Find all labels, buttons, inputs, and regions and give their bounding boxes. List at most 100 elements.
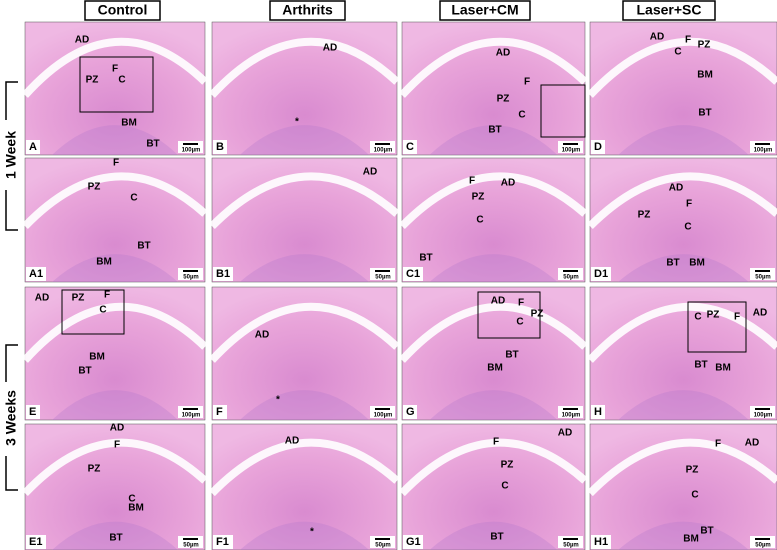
cartilage-band [399, 37, 588, 98]
inset-box [687, 301, 747, 353]
header-box [269, 0, 346, 21]
region-label: PZ [88, 182, 101, 193]
bone-area [618, 390, 749, 420]
bone-area [429, 125, 558, 155]
panel: AD F PZ C BM BT A 100µm [22, 21, 208, 156]
bone-area [239, 521, 370, 550]
region-label: C [684, 222, 691, 233]
cartilage-band [22, 37, 208, 98]
scale-label: 100µm [562, 148, 581, 154]
bone-area [52, 521, 178, 550]
region-label: C [128, 494, 135, 505]
panel: AD * F1 50µm [209, 423, 400, 550]
region-label: C [516, 317, 523, 328]
letter-box [213, 140, 227, 154]
region-label: F [113, 158, 119, 169]
region-label: BT [490, 532, 503, 543]
column-header: Control [98, 2, 148, 18]
scale-label: 50µm [375, 275, 390, 281]
letter-box [403, 267, 423, 281]
panel: AD * B 100µm [209, 21, 400, 156]
region-label: F [114, 440, 120, 451]
cartilage-band [399, 172, 588, 230]
scale-label: 100µm [182, 413, 201, 419]
scale-label: 100µm [754, 413, 773, 419]
region-label: BT [419, 253, 432, 264]
letter-box [403, 140, 417, 154]
panel-letter: C [406, 141, 414, 153]
region-label: C [118, 75, 125, 86]
region-label: BT [137, 241, 150, 252]
bone-area [429, 521, 558, 550]
region-label: BM [683, 534, 699, 545]
bone-area [52, 125, 178, 155]
panel-letter: F1 [216, 536, 229, 548]
header-box [84, 0, 161, 21]
panel-letter: A [29, 141, 37, 153]
region-label: * [276, 395, 280, 406]
cartilage-band [399, 438, 588, 497]
panel-letter: D1 [594, 268, 608, 280]
scale-label: 50µm [563, 543, 578, 549]
panel-letter: G [406, 406, 415, 418]
region-label: BM [715, 363, 731, 374]
letter-box [591, 405, 605, 419]
region-label: AD [669, 183, 683, 194]
region-label: C [691, 490, 698, 501]
panel-letter: B1 [216, 268, 230, 280]
region-label: C [476, 215, 483, 226]
region-label: BM [96, 257, 112, 268]
region-label: BM [89, 352, 105, 363]
region-label: PZ [472, 192, 485, 203]
cartilage-band [22, 438, 208, 497]
letter-box [213, 535, 233, 549]
cartilage-band [399, 302, 588, 363]
letter-box [591, 535, 611, 549]
region-label: * [310, 527, 314, 538]
region-label: PZ [72, 293, 85, 304]
column-header: Laser+CM [451, 2, 518, 18]
letter-box [26, 405, 40, 419]
panel: AD PZ FC BM BT E 100µm [22, 286, 208, 421]
row-label: 3 Weeks [3, 390, 19, 446]
region-label: F [524, 77, 530, 88]
panel-letter: A1 [29, 268, 43, 280]
region-label: C [130, 193, 137, 204]
bone-area [429, 254, 558, 282]
panel: C PZ F AD BT BM H 100µm [587, 286, 777, 421]
panel: AD PZ F C BT BM D1 50µm [587, 157, 777, 283]
region-label: C [99, 305, 106, 316]
panel: AD CF PZ BM BT D 100µm [587, 21, 777, 156]
region-label: BT [698, 108, 711, 119]
letter-box [403, 405, 417, 419]
letter-box [403, 535, 423, 549]
cartilage-band [209, 37, 400, 98]
bone-area [52, 254, 178, 282]
region-label: PZ [698, 40, 711, 51]
region-label: BT [505, 350, 518, 361]
region-label: PZ [86, 75, 99, 86]
scale-label: 100µm [374, 148, 393, 154]
bone-area [239, 390, 370, 420]
region-label: F [685, 35, 691, 46]
region-label: AD [745, 438, 759, 449]
panel-letter: H [594, 406, 602, 418]
panel-letter: F [216, 406, 223, 418]
bone-area [618, 254, 749, 282]
panel-letter: H1 [594, 536, 608, 548]
scale-label: 50µm [183, 543, 198, 549]
panel: AD F PZ C BT G1 50µm [399, 423, 588, 550]
region-label: F [518, 298, 524, 309]
region-label: F [493, 437, 499, 448]
letter-box [213, 405, 227, 419]
panel: AD F PZ CBM BT E1 50µm [22, 423, 208, 550]
panel-letter: G1 [406, 536, 421, 548]
panel: AD * F 100µm [209, 286, 400, 421]
region-label: F [469, 176, 475, 187]
region-label: BT [666, 258, 679, 269]
letter-box [26, 267, 46, 281]
letter-box [213, 267, 233, 281]
region-label: PZ [531, 309, 544, 320]
region-label: C [501, 481, 508, 492]
